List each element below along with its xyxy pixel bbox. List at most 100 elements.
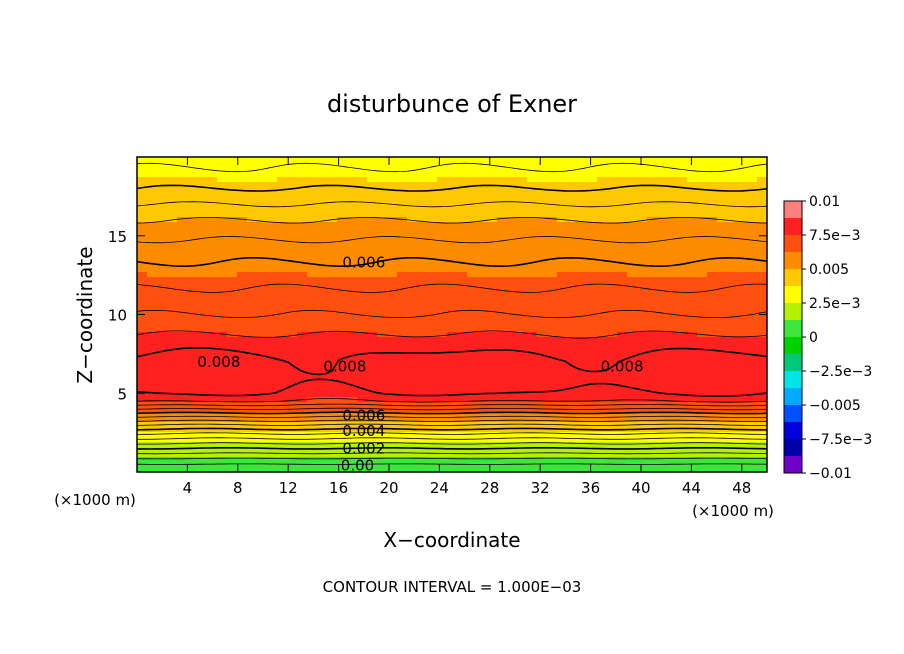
field-cell xyxy=(317,287,328,293)
field-cell xyxy=(137,337,148,343)
field-cell xyxy=(677,407,688,413)
field-cell xyxy=(547,282,558,288)
field-cell xyxy=(727,457,738,463)
field-cell xyxy=(187,242,198,248)
field-cell xyxy=(747,322,758,328)
field-cell xyxy=(407,157,418,163)
field-cell xyxy=(457,207,468,213)
field-cell xyxy=(187,222,198,228)
field-cell xyxy=(427,232,438,238)
field-cell xyxy=(167,252,178,258)
field-cell xyxy=(557,327,568,333)
field-cell xyxy=(577,287,588,293)
field-cell xyxy=(447,247,458,253)
field-cell xyxy=(627,367,638,373)
field-cell xyxy=(487,232,498,238)
field-cell xyxy=(757,297,767,303)
field-cell xyxy=(137,262,148,268)
field-cell xyxy=(747,447,758,453)
field-cell xyxy=(537,192,548,198)
field-cell xyxy=(137,267,148,273)
field-cell xyxy=(397,417,408,423)
field-cell xyxy=(287,292,298,298)
field-cell xyxy=(677,292,688,298)
field-cell xyxy=(647,297,658,303)
field-cell xyxy=(447,287,458,293)
field-cell xyxy=(577,297,588,303)
field-cell xyxy=(267,267,278,273)
field-cell xyxy=(467,272,478,278)
field-cell xyxy=(307,207,318,213)
field-cell xyxy=(537,442,548,448)
field-cell xyxy=(257,367,268,373)
field-cell xyxy=(177,322,188,328)
field-cell xyxy=(497,187,508,193)
field-cell xyxy=(587,367,598,373)
field-cell xyxy=(447,162,458,168)
field-cell xyxy=(557,237,568,243)
field-cell xyxy=(547,322,558,328)
field-cell xyxy=(567,332,578,338)
field-cell xyxy=(487,437,498,443)
field-cell xyxy=(637,447,648,453)
field-cell xyxy=(337,432,348,438)
field-cell xyxy=(517,237,528,243)
field-cell xyxy=(427,352,438,358)
field-cell xyxy=(477,442,488,448)
field-cell xyxy=(327,467,338,472)
field-cell xyxy=(717,257,728,263)
field-cell xyxy=(747,162,758,168)
field-cell xyxy=(147,367,158,373)
field-cell xyxy=(577,422,588,428)
field-cell xyxy=(757,447,767,453)
field-cell xyxy=(707,257,718,263)
field-cell xyxy=(687,222,698,228)
field-cell xyxy=(557,382,568,388)
field-cell xyxy=(567,182,578,188)
field-cell xyxy=(527,282,538,288)
field-cell xyxy=(197,167,208,173)
field-cell xyxy=(167,222,178,228)
field-cell xyxy=(507,292,518,298)
field-cell xyxy=(167,262,178,268)
field-cell xyxy=(547,297,558,303)
field-cell xyxy=(727,237,738,243)
field-cell xyxy=(657,467,668,472)
field-cell xyxy=(177,442,188,448)
field-cell xyxy=(217,312,228,318)
field-cell xyxy=(537,182,548,188)
field-cell xyxy=(347,222,358,228)
field-cell xyxy=(377,382,388,388)
field-cell xyxy=(437,252,448,258)
field-cell xyxy=(307,457,318,463)
field-cell xyxy=(527,222,538,228)
field-cell xyxy=(377,227,388,233)
field-cell xyxy=(337,172,348,178)
field-cell xyxy=(627,292,638,298)
field-cell xyxy=(687,227,698,233)
field-cell xyxy=(217,272,228,278)
field-cell xyxy=(457,417,468,423)
field-cell xyxy=(327,227,338,233)
field-cell xyxy=(227,437,238,443)
field-cell xyxy=(757,317,767,323)
field-cell xyxy=(557,317,568,323)
field-cell xyxy=(197,372,208,378)
field-cell xyxy=(657,177,668,183)
field-cell xyxy=(647,252,658,258)
field-cell xyxy=(267,167,278,173)
field-cell xyxy=(367,387,378,393)
field-cell xyxy=(627,412,638,418)
field-cell xyxy=(587,357,598,363)
field-cell xyxy=(697,312,708,318)
contour-line-upper xyxy=(137,330,767,339)
field-cell xyxy=(317,347,328,353)
field-cell xyxy=(317,457,328,463)
field-cell xyxy=(137,342,148,348)
field-cell xyxy=(687,242,698,248)
field-cell xyxy=(257,447,268,453)
field-cell xyxy=(317,302,328,308)
field-cell xyxy=(677,372,688,378)
field-cell xyxy=(137,292,148,298)
field-cell xyxy=(157,442,168,448)
